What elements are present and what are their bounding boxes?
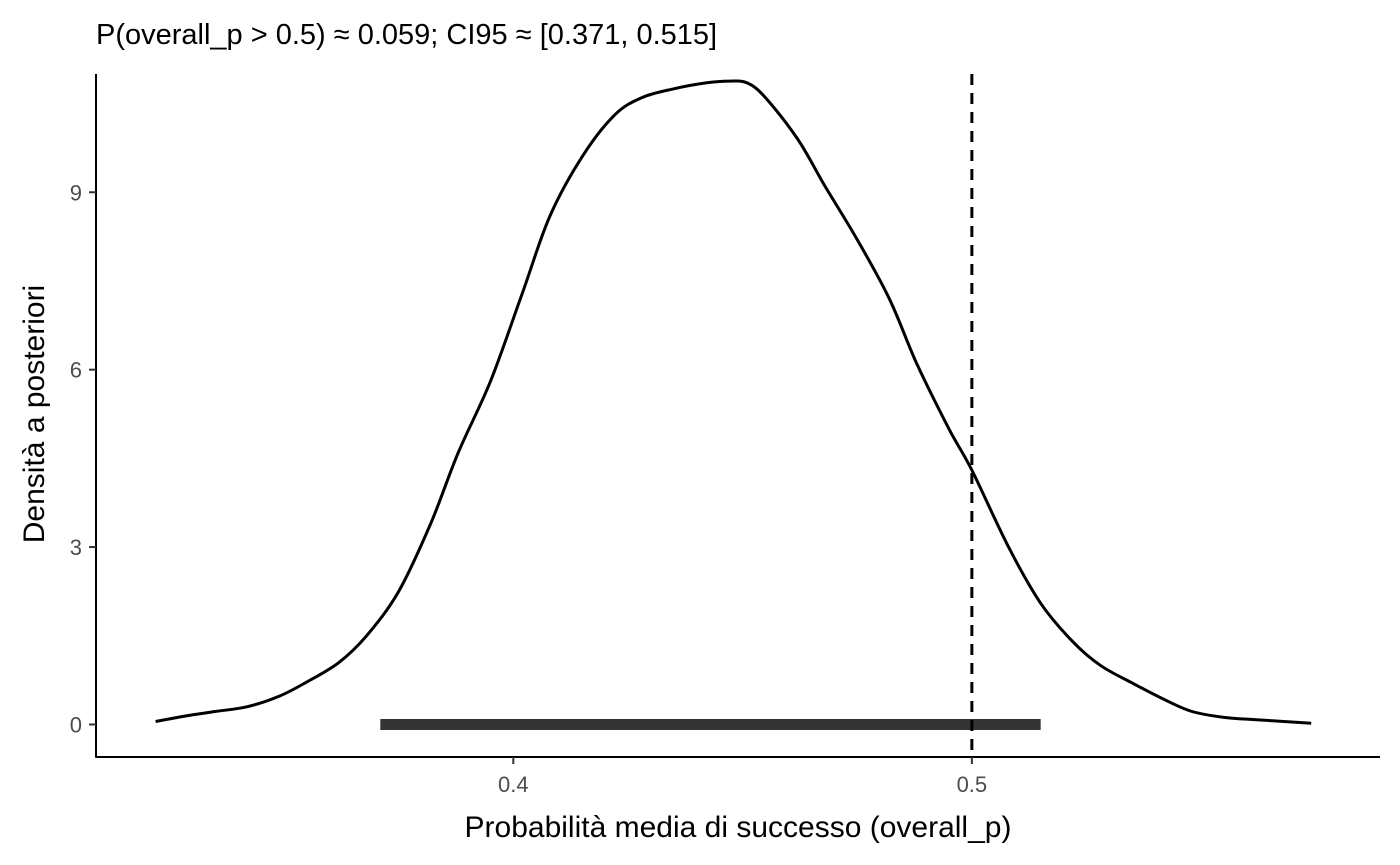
- density-curve: [155, 79, 1312, 725]
- x-tick-label: 0.4: [498, 772, 529, 797]
- x-axis-title: Probabilità media di successo (overall_p…: [465, 811, 1012, 844]
- x-tick-label: 0.5: [957, 772, 988, 797]
- y-tick-label: 3: [70, 535, 82, 560]
- y-tick-label: 6: [70, 358, 82, 383]
- y-tick-label: 9: [70, 180, 82, 205]
- plot-title: P(overall_p > 0.5) ≈ 0.059; CI95 ≈ [0.37…: [96, 19, 717, 51]
- plot-area: 0 3 6 9 0.4 0.5: [70, 74, 1380, 797]
- y-tick-label: 0: [70, 712, 82, 737]
- y-axis-title: Densità a posteriori: [18, 285, 51, 543]
